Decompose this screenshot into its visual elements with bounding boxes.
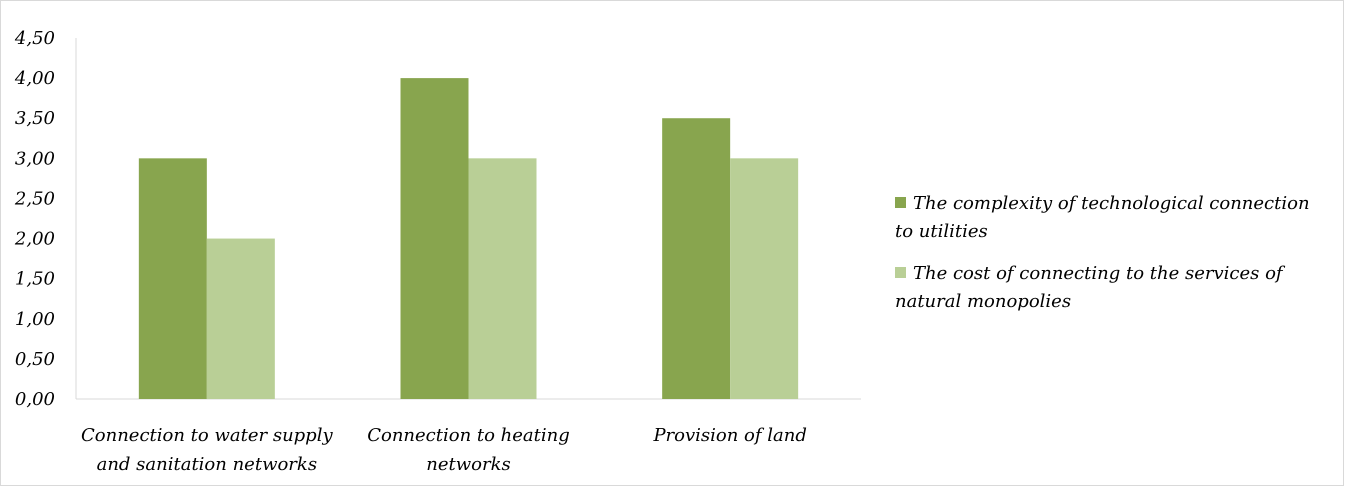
- x-axis-category-labels: Connection to water supply and sanitation…: [81, 425, 807, 475]
- x-category-label-line: Connection to heating: [367, 425, 570, 446]
- bar-series-2-category-1: [206, 238, 275, 399]
- x-category-label-line: Connection to water supply: [81, 425, 333, 446]
- bar-series-2-category-3: [730, 158, 799, 399]
- x-category-label-line: Provision of land: [652, 425, 806, 446]
- x-category-label: Connection to water supply and sanitation…: [81, 425, 333, 475]
- legend-label-line: The complexity of technological connecti…: [913, 193, 1310, 214]
- y-tick-label: 4,00: [14, 68, 55, 89]
- legend-label-line: to utilities: [895, 221, 988, 242]
- y-tick-label: 0,00: [15, 389, 55, 410]
- x-category-label: Connection to heating networks: [367, 425, 570, 475]
- bar-series-1-category-2: [400, 78, 469, 399]
- bars: [138, 78, 799, 399]
- legend-label-series-1: The complexity of technological connecti…: [895, 193, 1310, 242]
- legend-label-line: natural monopolies: [895, 291, 1071, 312]
- x-category-label-line: and sanitation networks: [97, 454, 317, 475]
- y-tick-label: 2,00: [14, 229, 55, 250]
- y-tick-label: 1,00: [15, 309, 55, 330]
- y-tick-label: 4,50: [14, 28, 55, 49]
- legend: The complexity of technological connecti…: [895, 193, 1310, 312]
- legend-swatch-series-2: [895, 267, 906, 278]
- x-category-label: Provision of land: [652, 425, 806, 446]
- legend-label-line: The cost of connecting to the services o…: [913, 263, 1286, 284]
- x-category-label-line: networks: [426, 454, 510, 475]
- y-tick-label: 1,50: [15, 269, 55, 290]
- y-tick-label: 2,50: [14, 188, 55, 209]
- legend-label-series-2: The cost of connecting to the services o…: [895, 263, 1286, 312]
- y-tick-label: 3,00: [15, 148, 55, 169]
- y-tick-label: 3,50: [15, 108, 55, 129]
- legend-swatch-series-1: [895, 197, 906, 208]
- bar-series-1-category-3: [662, 118, 731, 399]
- y-axis-tick-labels: 0,00 0,50 1,00 1,50 2,00 2,50 3,00 3,50 4,00 4,50: [14, 28, 55, 410]
- bar-series-1-category-1: [138, 158, 207, 399]
- y-tick-label: 0,50: [15, 349, 55, 370]
- bar-series-2-category-2: [468, 158, 537, 399]
